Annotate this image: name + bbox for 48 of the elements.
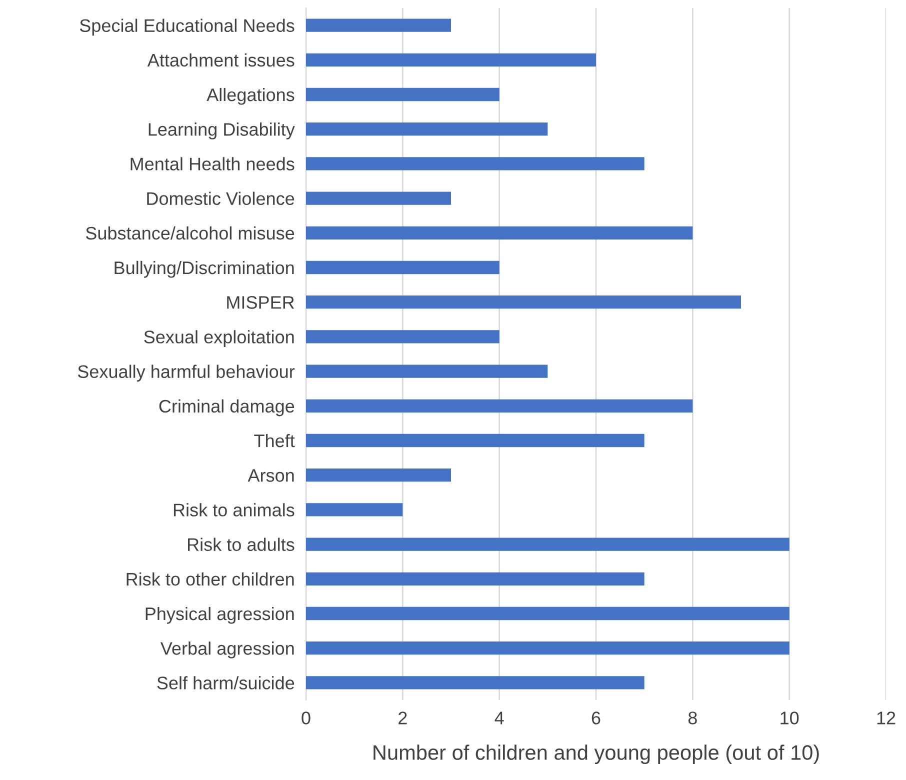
y-tick-label: Arson bbox=[248, 469, 294, 482]
x-tick-label: 12 bbox=[877, 712, 896, 724]
y-tick-label: Bullying/Discrimination bbox=[114, 260, 294, 278]
bar bbox=[306, 399, 693, 412]
bar bbox=[306, 503, 403, 516]
y-tick-label: Sexually harmful behaviour bbox=[78, 364, 295, 382]
bar bbox=[306, 572, 644, 586]
bar bbox=[306, 53, 596, 66]
y-tick-label: Risk to animals bbox=[174, 503, 294, 516]
bar bbox=[306, 260, 500, 274]
bar bbox=[306, 226, 693, 240]
y-tick-label: Domestic Violence bbox=[147, 192, 294, 206]
y-tick-label: Criminal damage bbox=[159, 399, 294, 416]
y-tick-label: Substance/alcohol misuse bbox=[86, 226, 294, 240]
bar bbox=[306, 296, 741, 309]
bar bbox=[306, 468, 451, 482]
x-tick-label: 0 bbox=[302, 712, 310, 724]
y-tick-label: Learning Disability bbox=[148, 122, 295, 140]
bar bbox=[306, 606, 790, 620]
x-tick-label: 2 bbox=[398, 712, 407, 724]
y-tick-label: Special Educational Needs bbox=[80, 18, 294, 36]
bar bbox=[306, 192, 451, 205]
x-tick-label: 4 bbox=[494, 712, 504, 724]
bar bbox=[306, 434, 644, 448]
bar bbox=[306, 88, 500, 102]
bar bbox=[306, 18, 451, 32]
y-tick-label: Self harm/suicide bbox=[157, 676, 294, 690]
x-tick-label: 10 bbox=[780, 712, 799, 724]
x-tick-label: 8 bbox=[688, 712, 697, 724]
y-tick-label: Sexual exploitation bbox=[144, 330, 294, 347]
y-tick-label: Theft bbox=[254, 434, 295, 448]
bar bbox=[306, 330, 500, 344]
y-tick-label: MISPER bbox=[227, 296, 294, 309]
y-tick-label: Risk to adults bbox=[188, 538, 294, 552]
y-tick-label: Attachment issues bbox=[147, 53, 294, 67]
y-tick-label: Risk to other children bbox=[126, 572, 294, 586]
x-tick-label: 6 bbox=[592, 712, 600, 724]
y-tick-label: Allegations bbox=[206, 88, 294, 105]
bar bbox=[306, 642, 790, 655]
bar bbox=[306, 157, 644, 170]
x-axis-title: Number of children and young people (out of 10) bbox=[374, 744, 819, 764]
y-tick-label: Mental Health needs bbox=[130, 157, 294, 170]
bar bbox=[306, 676, 644, 690]
y-tick-label: Verbal agression bbox=[160, 642, 294, 658]
y-tick-label: Physical agression bbox=[146, 606, 294, 624]
bar bbox=[306, 364, 548, 378]
bar bbox=[306, 538, 790, 551]
bar bbox=[306, 122, 548, 136]
